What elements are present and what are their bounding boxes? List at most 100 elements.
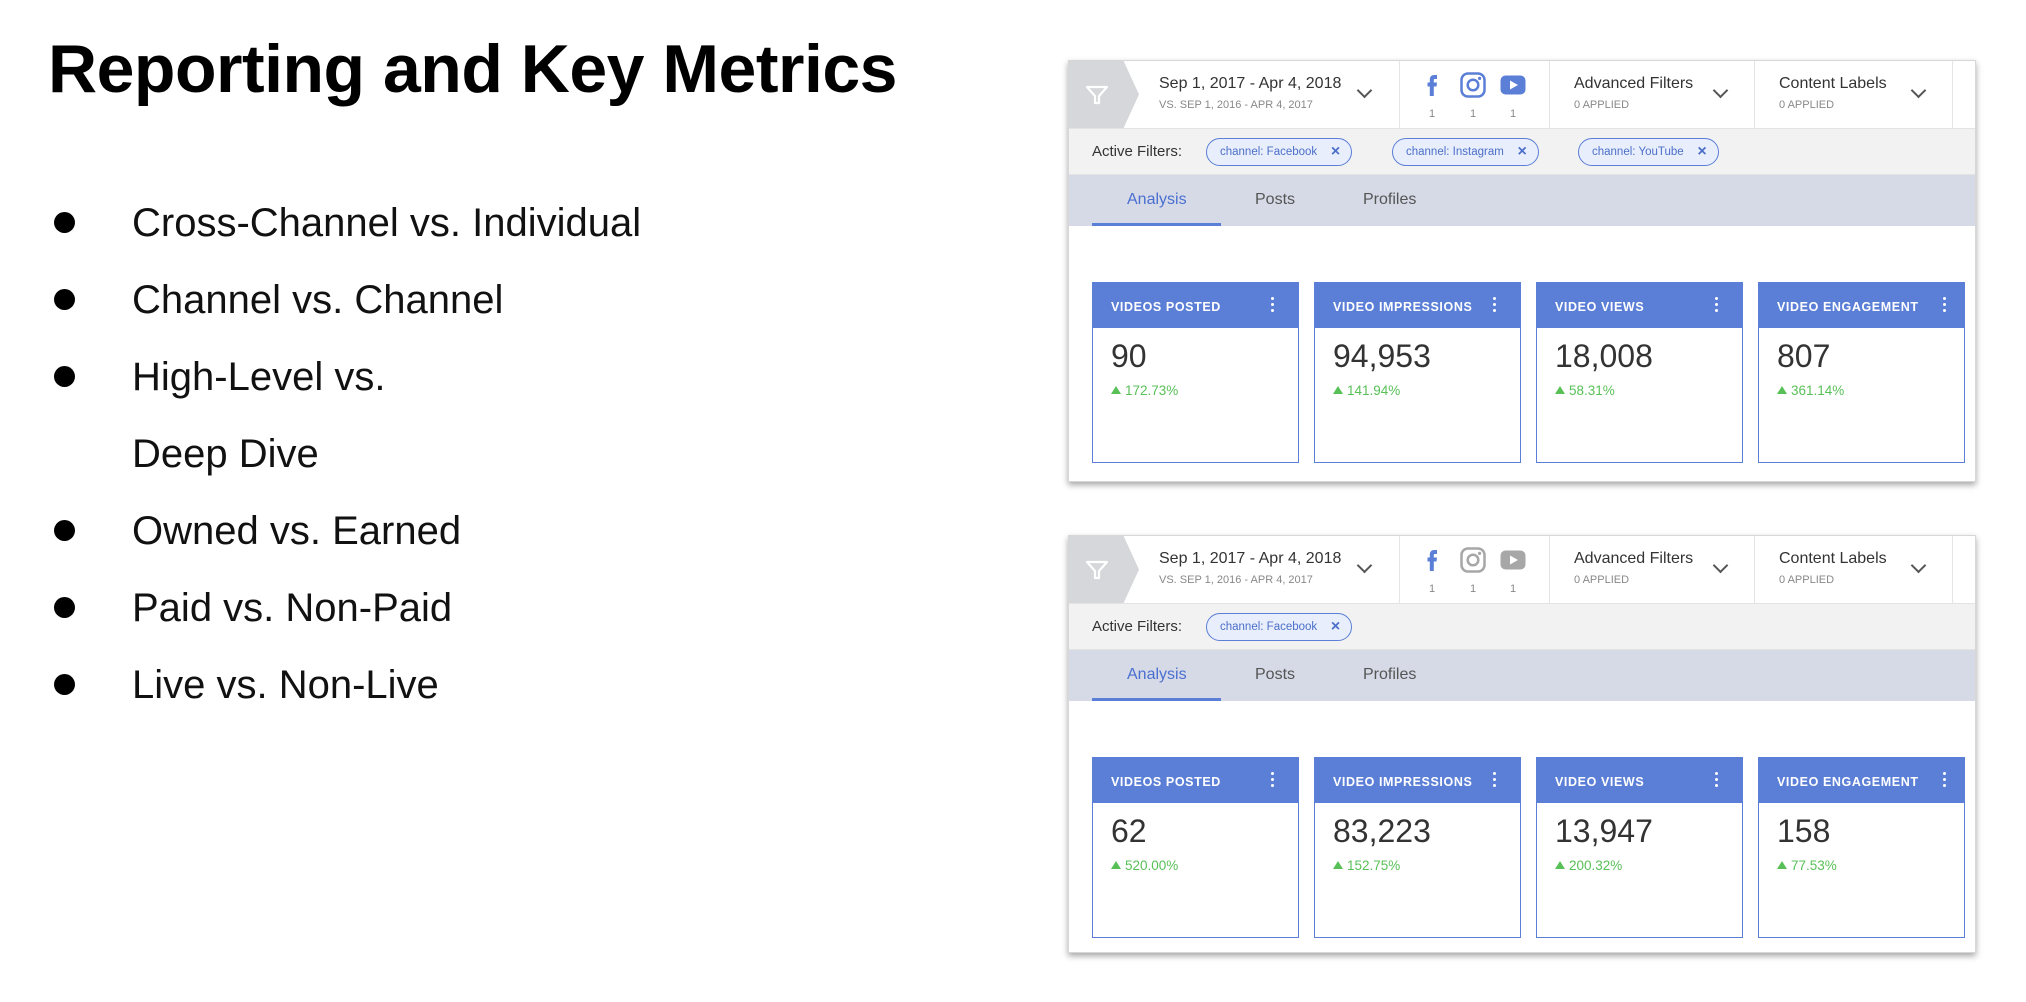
bullet-item: Owned vs. Earned xyxy=(52,493,641,570)
facebook-icon[interactable] xyxy=(1418,71,1446,99)
chevron-down-icon xyxy=(1910,82,1927,99)
close-icon[interactable]: × xyxy=(1330,618,1341,635)
chevron-down-icon xyxy=(1356,82,1373,99)
metric-change: 361.14% xyxy=(1777,383,1844,398)
divider xyxy=(1754,536,1755,603)
divider xyxy=(1952,536,1953,603)
filter-chip-facebook[interactable]: channel: Facebook × xyxy=(1206,613,1353,641)
metric-title: VIDEO ENGAGEMENT xyxy=(1777,300,1919,314)
more-options-icon[interactable] xyxy=(1943,297,1946,312)
metric-change: 58.31% xyxy=(1555,383,1615,398)
card-header: VIDEO ENGAGEMENT xyxy=(1759,283,1964,328)
bullet-item: Paid vs. Non-Paid xyxy=(52,570,641,647)
bullet-text: High-Level vs. xyxy=(132,355,386,399)
bullet-text: Channel vs. Channel xyxy=(132,278,504,322)
metric-value: 62 xyxy=(1111,813,1147,849)
more-options-icon[interactable] xyxy=(1493,297,1496,312)
metric-value: 94,953 xyxy=(1333,338,1431,374)
filter-toolbar: Sep 1, 2017 - Apr 4, 2018 VS. SEP 1, 201… xyxy=(1069,61,1975,128)
card-header: VIDEOS POSTED xyxy=(1093,283,1298,328)
metric-value: 18,008 xyxy=(1555,338,1653,374)
tab-profiles[interactable]: Profiles xyxy=(1363,666,1417,683)
more-options-icon[interactable] xyxy=(1271,772,1274,787)
tab-analysis[interactable]: Analysis xyxy=(1127,666,1187,683)
metric-card-video-impressions: VIDEO IMPRESSIONS 83,223 152.75% xyxy=(1314,757,1521,938)
compare-range: VS. SEP 1, 2016 - APR 4, 2017 xyxy=(1159,574,1313,586)
arrow-up-icon xyxy=(1555,386,1565,394)
date-range: Sep 1, 2017 - Apr 4, 2018 xyxy=(1159,550,1342,567)
bullet-dot xyxy=(54,366,75,387)
youtube-count: 1 xyxy=(1509,108,1517,120)
instagram-icon[interactable] xyxy=(1459,71,1487,99)
divider xyxy=(1549,536,1550,603)
filter-chip-youtube[interactable]: channel: YouTube × xyxy=(1578,138,1719,166)
facebook-icon[interactable] xyxy=(1418,546,1446,574)
chip-label: channel: YouTube xyxy=(1592,146,1684,158)
bullet-list: Cross-Channel vs. Individual Channel vs.… xyxy=(52,185,641,724)
metric-value: 807 xyxy=(1777,338,1831,374)
close-icon[interactable]: × xyxy=(1517,143,1527,160)
metric-title: VIDEOS POSTED xyxy=(1111,775,1221,789)
youtube-icon[interactable] xyxy=(1499,546,1527,574)
content-labels-count: 0 APPLIED xyxy=(1779,574,1835,586)
close-icon[interactable]: × xyxy=(1330,143,1341,160)
filter-chip-facebook[interactable]: channel: Facebook × xyxy=(1206,138,1353,166)
dashboard-panel-all-channels: Sep 1, 2017 - Apr 4, 2018 VS. SEP 1, 201… xyxy=(1068,60,1976,482)
filter-toggle[interactable] xyxy=(1069,536,1139,603)
instagram-count: 1 xyxy=(1469,583,1477,595)
filter-chip-instagram[interactable]: channel: Instagram × xyxy=(1392,138,1539,166)
youtube-count: 1 xyxy=(1509,583,1517,595)
funnel-icon xyxy=(1085,85,1109,105)
card-header: VIDEO VIEWS xyxy=(1537,758,1742,803)
tab-posts[interactable]: Posts xyxy=(1255,666,1296,683)
arrow-up-icon xyxy=(1555,861,1565,869)
arrow-up-icon xyxy=(1333,386,1343,394)
tab-profiles[interactable]: Profiles xyxy=(1363,191,1417,208)
more-options-icon[interactable] xyxy=(1271,297,1274,312)
chip-label: channel: Facebook xyxy=(1220,621,1318,633)
more-options-icon[interactable] xyxy=(1493,772,1496,787)
content-labels-label: Content Labels xyxy=(1779,75,1887,92)
tab-analysis[interactable]: Analysis xyxy=(1127,191,1187,208)
metric-card-video-engagement: VIDEO ENGAGEMENT 158 77.53% xyxy=(1758,757,1965,938)
metric-value: 158 xyxy=(1777,813,1831,849)
metric-change-value: 520.00% xyxy=(1125,858,1179,873)
active-filters-bar: Active Filters: channel: Facebook × xyxy=(1069,603,1975,650)
youtube-icon[interactable] xyxy=(1499,71,1527,99)
metric-change: 172.73% xyxy=(1111,383,1178,398)
bullet-text: Cross-Channel vs. Individual xyxy=(132,201,642,245)
divider xyxy=(1952,61,1953,128)
active-tab-indicator xyxy=(1092,223,1221,226)
compare-range: VS. SEP 1, 2016 - APR 4, 2017 xyxy=(1159,99,1313,111)
divider xyxy=(1399,61,1400,128)
metric-title: VIDEO VIEWS xyxy=(1555,300,1645,314)
card-header: VIDEO IMPRESSIONS xyxy=(1315,283,1520,328)
metric-change-value: 58.31% xyxy=(1569,383,1615,398)
bullet-item: Channel vs. Channel xyxy=(52,262,641,339)
metric-value: 13,947 xyxy=(1555,813,1653,849)
close-icon[interactable]: × xyxy=(1697,143,1707,160)
metric-change: 200.32% xyxy=(1555,858,1622,873)
funnel-icon xyxy=(1085,560,1109,580)
chevron-down-icon xyxy=(1712,557,1729,574)
active-tab-indicator xyxy=(1092,698,1221,701)
instagram-count: 1 xyxy=(1469,108,1477,120)
facebook-count: 1 xyxy=(1428,583,1436,595)
filter-toolbar: Sep 1, 2017 - Apr 4, 2018 VS. SEP 1, 201… xyxy=(1069,536,1975,603)
arrow-up-icon xyxy=(1333,861,1343,869)
bullet-dot xyxy=(54,212,75,233)
bullet-text: Owned vs. Earned xyxy=(132,509,462,553)
active-filters-label: Active Filters: xyxy=(1092,143,1183,160)
metric-card-video-impressions: VIDEO IMPRESSIONS 94,953 141.94% xyxy=(1314,282,1521,463)
tab-posts[interactable]: Posts xyxy=(1255,191,1296,208)
more-options-icon[interactable] xyxy=(1943,772,1946,787)
more-options-icon[interactable] xyxy=(1715,297,1718,312)
filter-toggle[interactable] xyxy=(1069,61,1139,128)
bullet-item: Cross-Channel vs. Individual xyxy=(52,185,641,262)
instagram-icon[interactable] xyxy=(1459,546,1487,574)
metric-card-video-views: VIDEO VIEWS 13,947 200.32% xyxy=(1536,757,1743,938)
more-options-icon[interactable] xyxy=(1715,772,1718,787)
tab-bar: Analysis Posts Profiles xyxy=(1069,650,1975,701)
bullet-dot xyxy=(54,520,75,541)
advanced-filters-count: 0 APPLIED xyxy=(1574,99,1630,111)
